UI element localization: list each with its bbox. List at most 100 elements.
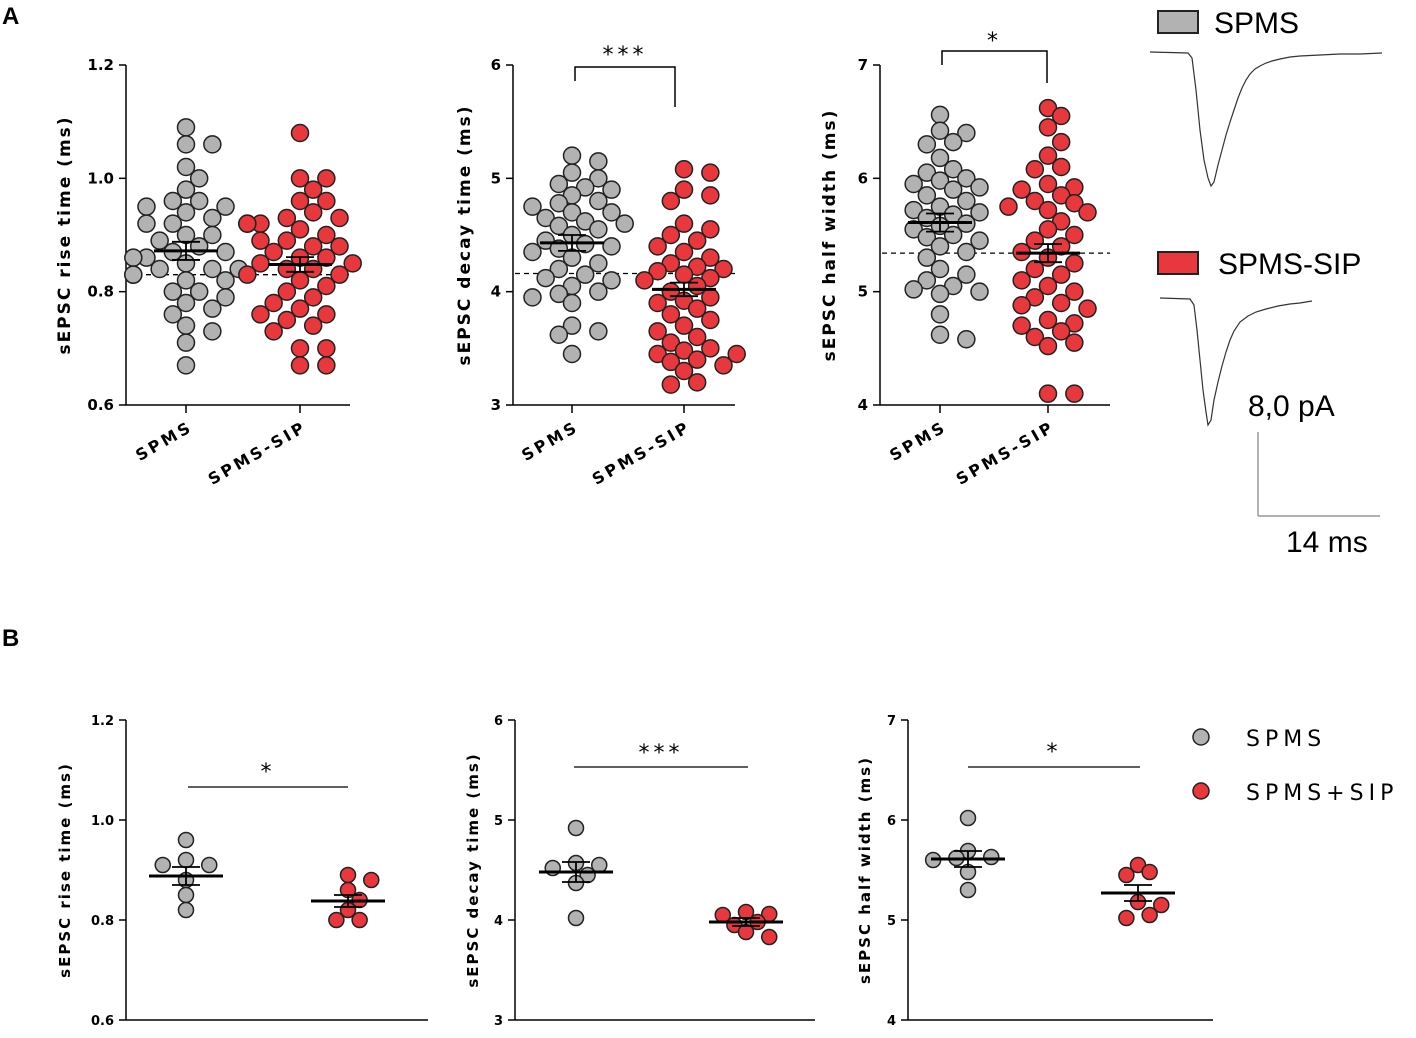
data-point-a1-spms: [176, 316, 196, 335]
data-point-a1-sip: [277, 282, 297, 301]
data-point-a2-spms: [589, 282, 608, 301]
significance-label-b3: *: [1047, 740, 1062, 765]
data-point-a2-sip: [674, 316, 694, 335]
data-point-a1-sip: [317, 225, 336, 245]
y-axis-label-a2: sEPSC decay time (ms): [455, 104, 475, 365]
data-point-a2-spms: [562, 293, 582, 313]
data-point-a1-spms: [189, 282, 209, 301]
data-point-a3-spms: [930, 259, 950, 279]
data-point-a2-spms: [602, 237, 621, 256]
data-point-a3-spms: [917, 228, 937, 247]
y-tick-label-b3: 7: [887, 714, 896, 729]
data-point-a1-sip: [303, 237, 323, 256]
data-point-a2-spms: [562, 163, 582, 182]
data-point-a2-spms: [549, 259, 569, 279]
data-point-b3-sip: [1118, 909, 1135, 927]
legend-bottom-marker-spms: [1192, 728, 1210, 746]
data-point-a2-sip: [701, 248, 720, 267]
data-point-a3-sip: [1012, 271, 1031, 290]
data-point-a1-sip: [290, 220, 310, 239]
data-point-b1-spms: [201, 856, 218, 874]
x-category-label-a2: SPMS: [518, 417, 582, 465]
trace-spms: [1149, 51, 1383, 188]
data-point-b3-sip: [1141, 863, 1158, 881]
y-tick-label-b1: 1.2: [91, 714, 114, 729]
chart-b2: 3 4 5 6 sEPSC decay time (ms) ***: [464, 714, 815, 1029]
data-point-a1-sip: [277, 231, 297, 250]
data-point-a1-spms: [163, 191, 183, 211]
x-category-label-a2: SPMS-SIP: [589, 417, 694, 489]
data-point-a3-spms: [930, 325, 950, 344]
data-point-a3-spms: [904, 174, 923, 194]
y-tick-label-b1: 0.6: [91, 1014, 114, 1029]
significance-label-a2: ***: [603, 43, 648, 68]
y-axis-label-b3: sEPSC half width (ms): [856, 756, 874, 984]
data-point-b3-spms: [983, 848, 1000, 866]
data-point-a3-spms: [930, 305, 950, 324]
data-point-a2-spms: [589, 220, 608, 239]
data-point-a1-sip: [303, 180, 323, 199]
legend-swatch-sip: [1157, 251, 1199, 275]
data-point-a1-spms: [163, 214, 183, 233]
data-point-b1-sip: [339, 866, 357, 884]
data-point-a1-spms: [189, 191, 209, 211]
data-point-a2-spms: [575, 265, 595, 284]
data-point-a1-spms: [150, 231, 169, 250]
data-point-a3-spms: [930, 148, 950, 168]
data-point-a3-sip: [1051, 322, 1071, 341]
data-point-a3-spms: [930, 284, 950, 304]
y-tick-label-a1: 1.0: [87, 169, 114, 187]
data-point-b3-spms: [959, 881, 977, 899]
data-point-a1-spms: [163, 282, 183, 301]
significance-label-b1: *: [261, 760, 276, 785]
data-point-a2-sip: [727, 344, 746, 364]
data-point-a1-sip: [290, 169, 310, 188]
data-point-a3-spms: [930, 237, 950, 256]
data-point-a1-spms: [216, 288, 235, 307]
data-point-a2-spms: [562, 203, 582, 222]
data-point-b1-spms: [154, 856, 171, 874]
y-axis-label-b1: sEPSC rise time (ms): [56, 762, 74, 978]
data-point-a3-spms: [970, 231, 989, 250]
data-point-a3-sip: [1051, 132, 1071, 152]
y-tick-label-b3: 6: [887, 814, 896, 829]
data-point-a3-sip: [1051, 265, 1071, 284]
data-point-a3-spms: [970, 282, 989, 301]
data-point-a1-sip: [317, 276, 336, 296]
y-axis-label-b2: sEPSC decay time (ms): [464, 752, 482, 987]
panel-label-b: B: [2, 625, 19, 652]
data-point-a2-sip: [701, 163, 720, 182]
data-point-a1-sip: [317, 339, 336, 358]
data-point-a1-sip: [317, 305, 336, 324]
data-point-a2-spms: [589, 169, 608, 188]
data-point-a1-sip: [317, 356, 336, 375]
chart-b3: 4 5 6 7 sEPSC half width (ms) *: [856, 714, 1213, 1029]
data-point-a2-sip: [687, 373, 707, 392]
data-point-a2-spms: [549, 325, 569, 344]
y-tick-label-a1: 0.6: [87, 396, 114, 414]
scale-bar: 8,0 pA 14 ms: [1248, 390, 1380, 559]
data-point-a3-sip: [1038, 336, 1058, 356]
data-point-a3-spms: [917, 135, 937, 154]
data-point-a3-spms: [930, 121, 950, 140]
data-point-a3-sip: [1051, 237, 1071, 256]
y-tick-label-b3: 5: [887, 914, 896, 929]
data-point-a1-sip: [303, 288, 323, 307]
y-tick-label-a2: 6: [491, 56, 501, 74]
legend-label-sip: SPMS-SIP: [1218, 248, 1361, 281]
data-point-a1-sip: [290, 356, 310, 375]
data-point-a3-spms: [917, 271, 937, 290]
data-point-a1-spms: [203, 259, 222, 279]
y-tick-label-a3: 6: [858, 169, 868, 187]
data-point-a3-sip: [1065, 282, 1084, 301]
data-point-a3-spms: [943, 160, 963, 179]
legend-top: SPMS SPMS-SIP: [1157, 7, 1361, 281]
y-tick-label-a3: 5: [858, 283, 868, 301]
y-tick-label-a2: 3: [491, 396, 501, 414]
data-point-a2-spms: [536, 268, 555, 288]
x-category-label-a1: SPMS: [132, 417, 196, 465]
data-point-a3-sip: [1065, 384, 1084, 403]
data-point-a3-sip: [1065, 333, 1084, 352]
data-point-a2-sip: [648, 262, 667, 281]
